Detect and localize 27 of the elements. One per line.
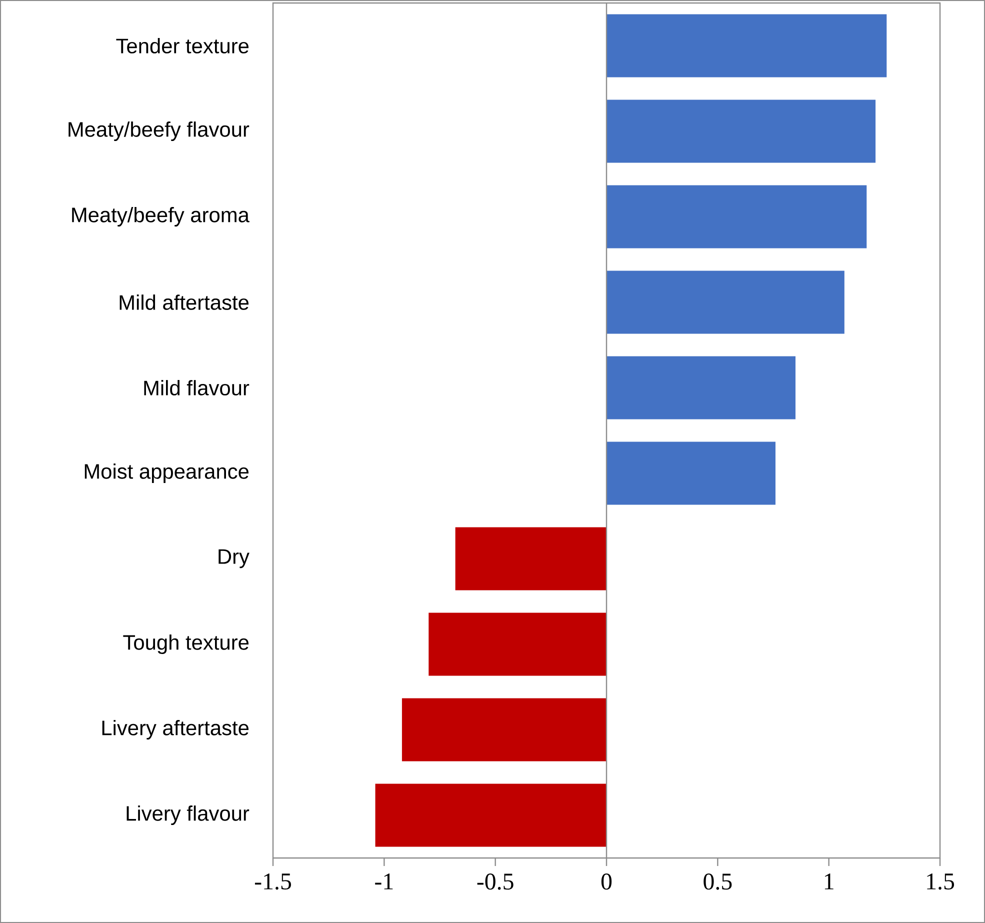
x-tick-label: 1.5 (927, 874, 954, 890)
bar (606, 100, 876, 163)
y-tick-label: Tender texture (116, 38, 249, 54)
bar (606, 442, 776, 505)
x-tick-label: -1.5 (254, 874, 291, 890)
bar (606, 185, 867, 248)
x-tick-label: -1 (375, 874, 393, 890)
y-tick-label: Moist appearance (84, 463, 249, 483)
x-tick-label: 0.5 (704, 874, 732, 890)
y-tick-label: Mild flavour (144, 380, 250, 396)
y-tick-label: Mild aftertaste (120, 294, 249, 310)
x-tick-label: 1 (824, 874, 834, 890)
y-tick-label: Dry (218, 549, 250, 568)
bar (375, 784, 607, 847)
bar (455, 527, 607, 590)
y-tick-label: Meaty/beefy flavour (68, 121, 250, 141)
bar (606, 14, 887, 78)
y-tick-label: Meaty/beefy aroma (72, 206, 250, 226)
x-tick-label: 0 (601, 874, 612, 890)
bar (606, 356, 796, 420)
bar (402, 698, 607, 762)
y-tick-label: Tough texture (123, 634, 249, 654)
y-tick-label: Livery aftertaste (102, 720, 249, 740)
bar (428, 612, 607, 676)
x-tick-label: -0.5 (477, 874, 514, 890)
y-tick-label: Livery flavour (126, 805, 250, 825)
bar (606, 270, 844, 334)
